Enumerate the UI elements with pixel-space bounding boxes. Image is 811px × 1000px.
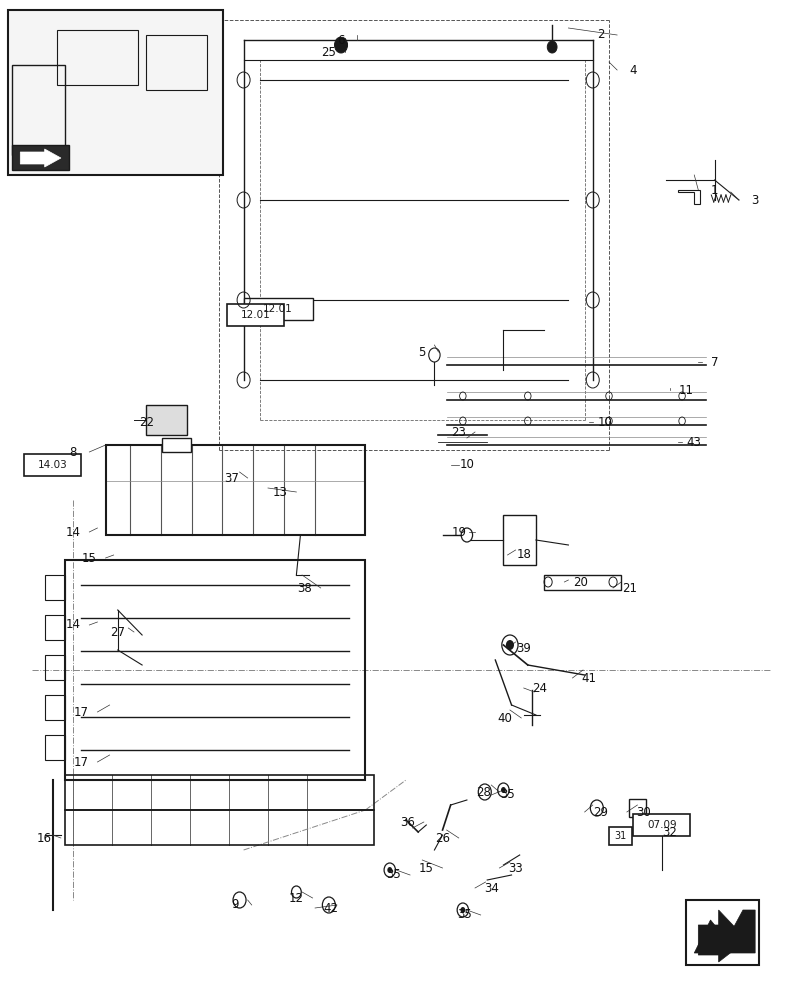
Bar — [65, 810, 373, 845]
Text: 3: 3 — [750, 194, 758, 207]
Bar — [24, 454, 81, 476]
Text: 07.09: 07.09 — [646, 820, 676, 830]
Text: 28: 28 — [475, 786, 490, 798]
Text: 14: 14 — [66, 618, 80, 632]
Text: 12: 12 — [289, 892, 303, 904]
Bar — [45, 695, 65, 720]
Bar — [633, 814, 689, 836]
Text: 13: 13 — [272, 486, 287, 498]
Text: 17: 17 — [74, 756, 88, 768]
Circle shape — [387, 867, 392, 873]
Text: 38: 38 — [297, 582, 311, 594]
Text: 37: 37 — [224, 472, 238, 485]
Bar — [629, 799, 645, 817]
Bar — [162, 438, 191, 452]
Text: 34: 34 — [483, 882, 498, 894]
Bar — [105, 445, 365, 535]
Bar — [685, 900, 758, 965]
Text: 43: 43 — [686, 436, 701, 448]
Bar — [608, 827, 631, 845]
Bar — [45, 575, 65, 600]
Text: 26: 26 — [435, 832, 449, 844]
Bar — [45, 735, 65, 760]
Text: 10: 10 — [597, 416, 611, 428]
Text: 27: 27 — [110, 626, 125, 639]
Text: 29: 29 — [593, 806, 607, 818]
Text: 32: 32 — [662, 826, 676, 838]
Text: 7: 7 — [710, 356, 718, 368]
Text: 35: 35 — [457, 908, 471, 922]
Bar — [227, 304, 284, 326]
Text: 35: 35 — [386, 868, 401, 882]
Text: 21: 21 — [621, 582, 636, 594]
Bar — [12, 65, 65, 155]
Text: 41: 41 — [581, 672, 595, 684]
Text: 25: 25 — [321, 45, 336, 58]
Text: 15: 15 — [418, 861, 433, 874]
Text: 18: 18 — [516, 548, 530, 562]
Text: 2: 2 — [596, 28, 604, 41]
Text: 33: 33 — [508, 861, 522, 874]
Bar — [12, 145, 69, 170]
Text: 8: 8 — [69, 446, 77, 458]
Text: 16: 16 — [37, 832, 52, 844]
Text: 20: 20 — [573, 576, 587, 588]
Bar — [146, 35, 207, 90]
Text: 11: 11 — [678, 383, 693, 396]
Text: 19: 19 — [451, 526, 466, 538]
Bar — [65, 560, 365, 780]
Circle shape — [500, 787, 505, 793]
Text: 10: 10 — [459, 458, 474, 472]
Bar — [243, 298, 312, 320]
Text: 42: 42 — [324, 902, 338, 914]
Text: 17: 17 — [74, 706, 88, 718]
Circle shape — [334, 37, 347, 53]
Bar — [8, 10, 223, 175]
Bar — [503, 515, 535, 565]
Text: 15: 15 — [82, 552, 97, 564]
Text: 30: 30 — [635, 806, 650, 818]
Text: 9: 9 — [231, 898, 239, 912]
Circle shape — [547, 41, 556, 53]
Text: 39: 39 — [516, 642, 530, 654]
Text: 14.03: 14.03 — [38, 460, 67, 470]
Text: 22: 22 — [139, 416, 153, 428]
Bar — [65, 775, 373, 810]
Text: 6: 6 — [337, 33, 345, 46]
Circle shape — [505, 640, 513, 650]
Text: 35: 35 — [500, 788, 514, 802]
Bar — [57, 30, 138, 85]
Text: 12.01: 12.01 — [263, 304, 292, 314]
Polygon shape — [697, 910, 746, 962]
Text: 4: 4 — [629, 64, 637, 77]
Polygon shape — [20, 149, 61, 167]
Bar — [45, 655, 65, 680]
Text: 14: 14 — [66, 526, 80, 538]
Text: 40: 40 — [497, 712, 512, 724]
Text: 5: 5 — [418, 346, 426, 359]
Text: 31: 31 — [613, 831, 626, 841]
Text: 36: 36 — [400, 816, 414, 828]
Bar — [45, 615, 65, 640]
Bar — [146, 405, 187, 435]
Text: 12.01: 12.01 — [241, 310, 270, 320]
Circle shape — [460, 907, 465, 913]
Circle shape — [337, 27, 345, 37]
Polygon shape — [693, 910, 754, 953]
Bar — [543, 575, 620, 590]
Text: 24: 24 — [532, 682, 547, 694]
Text: 1: 1 — [710, 184, 718, 196]
Text: 23: 23 — [451, 426, 466, 438]
